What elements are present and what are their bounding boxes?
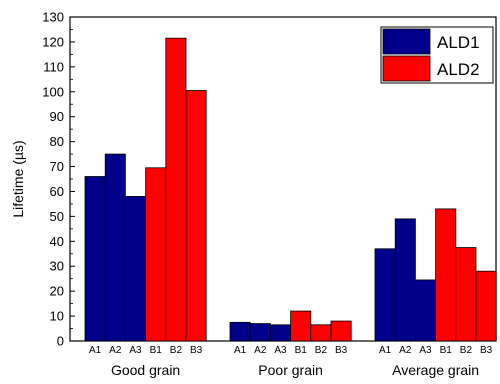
bar-good-grain-a2	[104, 153, 126, 342]
bar-poor-grain-b3	[330, 320, 352, 342]
group-label: Good grain	[111, 362, 180, 378]
bar-good-grain-b1	[145, 167, 167, 342]
bar-sample-label: A2	[254, 345, 267, 356]
bar-sample-label: A1	[379, 345, 392, 356]
bar-average-grain-a2	[394, 218, 416, 342]
x-axis: A1 A2 A3 B1 B2 B3 Good grain A1 A2 A3 B1 B2 B3 Poor g…	[89, 345, 493, 378]
bar-average-grain-b3	[475, 270, 497, 342]
y-tick-label: 20	[50, 284, 64, 299]
bar-sample-label: A1	[89, 345, 102, 356]
bar-good-grain-a3	[125, 196, 147, 342]
bar-sample-label: B1	[150, 345, 163, 356]
bar-sample-label: A3	[274, 345, 287, 356]
bar-average-grain-a1	[374, 248, 396, 342]
bar-poor-grain-a2	[249, 323, 271, 342]
legend: ALD1 ALD2	[380, 26, 494, 84]
bar-sample-label: B1	[440, 345, 453, 356]
bar-poor-grain-a1	[229, 321, 251, 342]
y-axis: 0 10 20 30 40 50 60 70 80 90 100 110 120 130	[42, 10, 75, 349]
bar-average-grain-b2	[455, 247, 477, 342]
y-tick-label: 70	[50, 159, 64, 174]
group-label: Average grain	[392, 362, 479, 378]
bar-sample-label: A3	[129, 345, 142, 356]
y-tick-label: 50	[50, 209, 64, 224]
bar-sample-label: B2	[170, 345, 183, 356]
y-tick-label: 10	[50, 309, 64, 324]
legend-swatch-ald1	[382, 28, 431, 55]
bar-sample-label: B2	[315, 345, 328, 356]
bar-sample-label: B3	[190, 345, 203, 356]
y-tick-label: 130	[42, 10, 64, 25]
y-tick-label: 110	[43, 59, 64, 74]
bar-sample-label: B3	[480, 345, 493, 356]
bar-good-grain-b2	[165, 37, 187, 342]
legend-swatch-ald2	[382, 55, 431, 82]
bar-sample-label: B3	[335, 345, 348, 356]
y-tick-label: 0	[57, 334, 64, 349]
bar-poor-grain-b1	[290, 310, 312, 342]
y-tick-label: 120	[42, 34, 64, 49]
y-axis-title: Lifetime (µs)	[10, 140, 26, 217]
bar-sample-label: B2	[460, 345, 473, 356]
bar-sample-label: A3	[419, 345, 432, 356]
bar-poor-grain-b2	[310, 324, 332, 342]
legend-label-ald1: ALD1	[437, 33, 480, 52]
bar-good-grain-b3	[185, 90, 207, 342]
bar-poor-grain-a3	[269, 324, 291, 342]
bar-good-grain-a1	[84, 176, 106, 342]
bars-layer	[84, 37, 497, 342]
group-label: Poor grain	[258, 362, 323, 378]
y-tick-label: 60	[50, 184, 64, 199]
y-tick-label: 90	[50, 109, 64, 124]
y-tick-label: 100	[42, 84, 64, 99]
bar-sample-label: B1	[295, 345, 308, 356]
bar-sample-label: A2	[399, 345, 412, 356]
bar-sample-label: A1	[234, 345, 247, 356]
bar-sample-label: A2	[109, 345, 122, 356]
legend-label-ald2: ALD2	[437, 60, 480, 79]
y-tick-label: 40	[50, 234, 64, 249]
bar-average-grain-a3	[414, 279, 436, 342]
y-tick-label: 80	[50, 134, 64, 149]
y-tick-label: 30	[50, 259, 64, 274]
bar-average-grain-b1	[435, 208, 457, 342]
